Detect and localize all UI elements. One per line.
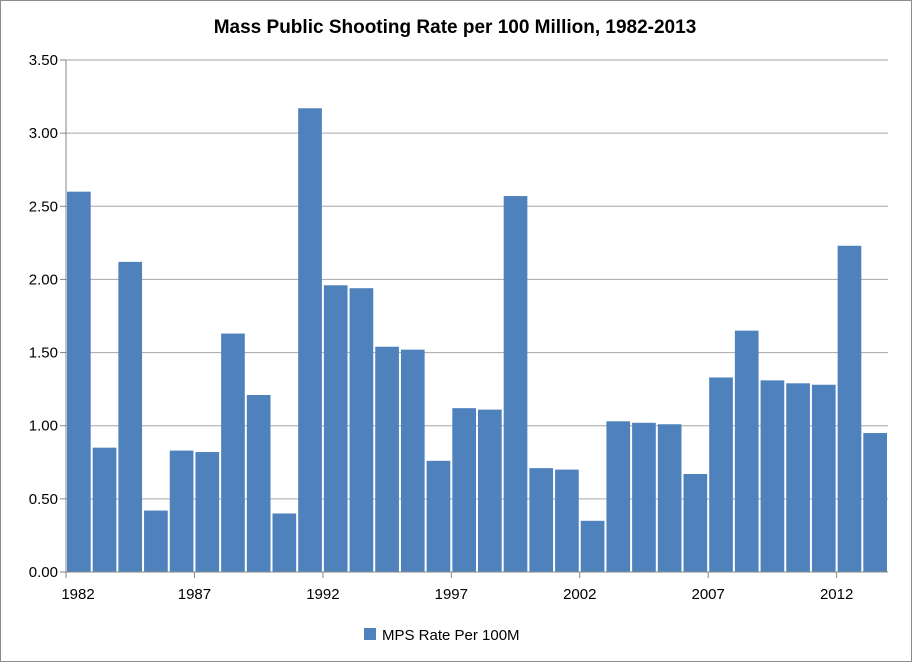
bar-1996 [426,460,451,572]
bar-2011 [811,384,836,572]
y-tick-label: 1.50 [29,345,58,362]
bar-1989 [246,394,271,572]
bar-2000 [529,468,554,572]
bar-1985 [144,510,168,572]
x-tick-label: 2007 [692,586,725,603]
x-tick-label: 1997 [435,586,468,603]
bar-1993 [349,288,374,572]
bar-2002 [580,520,605,572]
bar-1984 [118,261,143,572]
bar-2006 [683,473,708,572]
bar-2009 [760,380,785,572]
y-tick-label: 0.00 [29,564,58,581]
bar-1990 [272,513,297,572]
bar-1997 [452,408,476,572]
bar-2004 [632,422,656,572]
chart-title: Mass Public Shooting Rate per 100 Millio… [214,17,697,38]
bar-1992 [323,285,348,572]
bar-1982 [67,191,91,572]
y-axis-ticks: 0.00 0.50 1.00 1.50 2.00 2.50 3.00 3.50 [29,52,66,581]
bar-2005 [657,424,682,572]
bar-2012 [837,245,862,573]
axes [65,60,888,573]
y-tick-label: 2.50 [29,198,58,215]
bar-1995 [400,349,425,572]
bar-2003 [606,421,631,572]
bar-1999 [503,196,528,572]
bar-1988 [221,333,245,572]
x-axis-ticks: 1982 1987 1992 1997 2002 2007 2012 [61,572,853,603]
bar-1991 [298,108,322,572]
y-tick-label: 3.00 [29,125,58,142]
bar-1994 [375,346,399,572]
legend-swatch [364,628,376,640]
x-tick-label: 1982 [61,586,94,603]
y-tick-label: 3.50 [29,52,58,69]
bars [67,108,887,573]
bar-2010 [786,383,810,572]
y-tick-label: 0.50 [29,491,58,508]
x-tick-label: 1992 [306,586,339,603]
bar-1998 [478,409,502,572]
legend-label: MPS Rate Per 100M [382,627,520,644]
bar-1987 [195,452,220,572]
x-tick-label: 2012 [820,586,853,603]
bar-2007 [709,377,733,572]
x-tick-label: 2002 [563,586,596,603]
bar-1986 [169,450,194,572]
bar-2008 [734,330,759,572]
y-tick-label: 1.00 [29,418,58,435]
bar-1983 [92,447,117,572]
bar-2013 [863,433,887,572]
y-tick-label: 2.00 [29,271,58,288]
x-tick-label: 1987 [178,586,211,603]
bar-2001 [555,469,579,572]
legend: MPS Rate Per 100M [364,627,520,644]
